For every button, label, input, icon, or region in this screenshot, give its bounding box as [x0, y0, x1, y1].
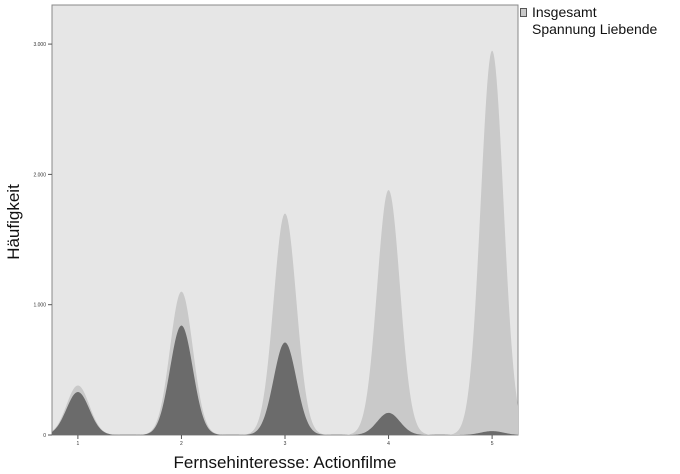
legend-label: Insgesamt: [532, 4, 597, 20]
x-tick-label: 5: [491, 441, 494, 447]
area-series-0: [52, 50, 518, 436]
y-tick-label: 3.000: [33, 42, 46, 48]
y-tick-label: 1.000: [33, 303, 46, 309]
area-series-1: [52, 325, 518, 435]
legend-label: Spannung Liebende: [532, 21, 658, 37]
x-tick-label: 1: [76, 441, 79, 447]
y-axis-label: Häufigkeit: [4, 184, 23, 260]
x-tick-label: 3: [284, 441, 287, 447]
legend: Insgesamt Spannung Liebende: [520, 4, 657, 38]
x-tick-label: 4: [387, 441, 390, 447]
y-tick-label: 0: [43, 433, 46, 439]
legend-swatch-insgesamt: [520, 8, 527, 17]
legend-item: Spannung Liebende: [520, 21, 657, 38]
legend-item: Insgesamt: [520, 4, 657, 21]
y-tick-label: 2.000: [33, 172, 46, 178]
x-tick-label: 2: [180, 441, 183, 447]
x-axis-label: Fernsehinteresse: Actionfilme: [174, 453, 397, 472]
